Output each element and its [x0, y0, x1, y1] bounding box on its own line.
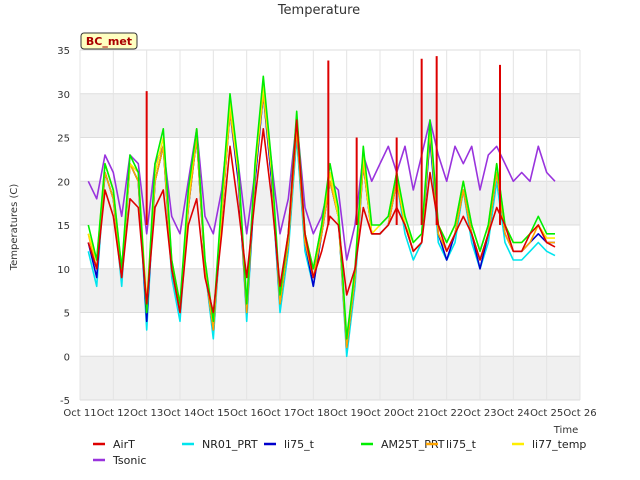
- y-tick-label: 35: [57, 46, 70, 57]
- y-tick-label: 25: [57, 134, 70, 145]
- background-band: [80, 356, 580, 400]
- y-axis-ticks: -5 0 5 10 15 20 25 30 35: [57, 46, 70, 407]
- legend-item: li75_t: [264, 438, 315, 451]
- legend-item: Tsonic: [93, 454, 146, 467]
- y-tick-label: 5: [64, 309, 70, 320]
- legend-label: NR01_PRT: [202, 438, 258, 451]
- legend-label: AM25T_PRT: [381, 438, 445, 451]
- series-line-am25t_prt: [87, 75, 555, 340]
- background-band: [80, 268, 580, 313]
- x-axis-label: Time: [553, 425, 578, 436]
- y-tick-label: 10: [57, 265, 70, 276]
- y-tick-label: 20: [57, 177, 70, 188]
- legend-label: li77_temp: [532, 438, 586, 451]
- y-tick-label: 0: [64, 352, 70, 363]
- chart-title: Temperature: [277, 3, 360, 18]
- legend-label: AirT: [113, 438, 135, 451]
- x-tick-label: Oct 12: [97, 408, 130, 419]
- legend-label: Tsonic: [112, 454, 146, 467]
- series-lines: [87, 56, 556, 358]
- legend-label: li75_t: [446, 438, 477, 451]
- grid-lines: [79, 49, 581, 401]
- background-band: [80, 93, 580, 138]
- x-tick-label: Oct 23: [463, 408, 496, 419]
- legend: AirT NR01_PRT li75_t AM25T_PRT li75_t li77_te…: [93, 438, 586, 467]
- x-tick-label: Oct 21: [397, 408, 430, 419]
- x-tick-label: Oct 24: [497, 408, 530, 419]
- x-tick-label: Oct 15: [197, 408, 230, 419]
- site-badge-label: BC_met: [86, 35, 132, 48]
- x-axis-ticks: Oct 11 Oct 12 Oct 13 Oct 14 Oct 15 Oct 16 Oct …: [63, 408, 596, 419]
- legend-item: AirT: [93, 438, 135, 451]
- series-line-airt: [87, 119, 556, 314]
- x-tick-label: Oct 26: [563, 408, 596, 419]
- legend-item: li77_temp: [512, 438, 586, 451]
- site-badge: BC_met: [80, 32, 138, 50]
- legend-item: NR01_PRT: [182, 438, 258, 451]
- x-tick-label: Oct 25: [530, 408, 563, 419]
- y-axis-label: Temperatures (C): [9, 184, 20, 272]
- x-tick-label: Oct 22: [430, 408, 463, 419]
- x-tick-label: Oct 19: [330, 408, 363, 419]
- x-tick-label: Oct 14: [163, 408, 196, 419]
- legend-label: li75_t: [284, 438, 315, 451]
- x-tick-label: Oct 20: [363, 408, 396, 419]
- x-tick-label: Oct 16: [230, 408, 263, 419]
- x-tick-label: Oct 17: [263, 408, 296, 419]
- legend-item: AM25T_PRT: [361, 438, 445, 451]
- x-tick-label: Oct 18: [297, 408, 330, 419]
- y-tick-label: -5: [60, 396, 70, 407]
- legend-item: li75_t: [426, 438, 477, 451]
- x-tick-label: Oct 11: [63, 408, 96, 419]
- x-tick-label: Oct 13: [130, 408, 163, 419]
- y-tick-label: 30: [57, 90, 70, 101]
- y-tick-label: 15: [57, 221, 70, 232]
